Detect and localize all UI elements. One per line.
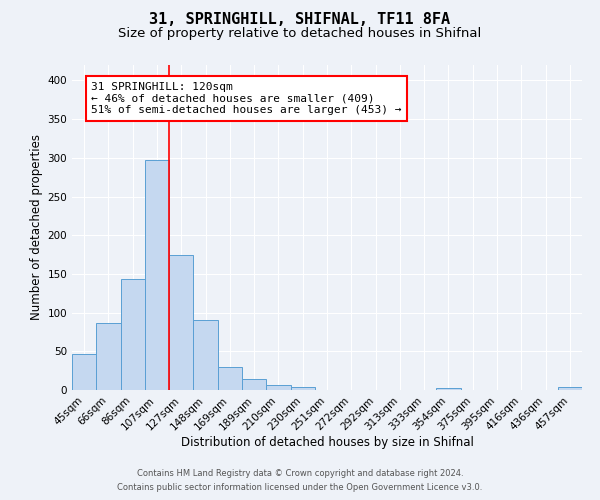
Text: Contains HM Land Registry data © Crown copyright and database right 2024.: Contains HM Land Registry data © Crown c… xyxy=(137,468,463,477)
Bar xyxy=(242,379,266,390)
Text: 31, SPRINGHILL, SHIFNAL, TF11 8FA: 31, SPRINGHILL, SHIFNAL, TF11 8FA xyxy=(149,12,451,28)
Bar xyxy=(218,367,242,390)
Bar xyxy=(290,387,315,390)
Bar xyxy=(436,388,461,390)
Text: Contains public sector information licensed under the Open Government Licence v3: Contains public sector information licen… xyxy=(118,484,482,492)
Y-axis label: Number of detached properties: Number of detached properties xyxy=(30,134,43,320)
Text: 31 SPRINGHILL: 120sqm
← 46% of detached houses are smaller (409)
51% of semi-det: 31 SPRINGHILL: 120sqm ← 46% of detached … xyxy=(91,82,402,115)
Bar xyxy=(72,354,96,390)
Bar xyxy=(558,387,582,390)
Bar xyxy=(121,278,145,390)
Bar xyxy=(193,320,218,390)
Text: Size of property relative to detached houses in Shifnal: Size of property relative to detached ho… xyxy=(118,28,482,40)
X-axis label: Distribution of detached houses by size in Shifnal: Distribution of detached houses by size … xyxy=(181,436,473,449)
Bar xyxy=(169,254,193,390)
Bar xyxy=(145,160,169,390)
Bar xyxy=(266,384,290,390)
Bar xyxy=(96,324,121,390)
